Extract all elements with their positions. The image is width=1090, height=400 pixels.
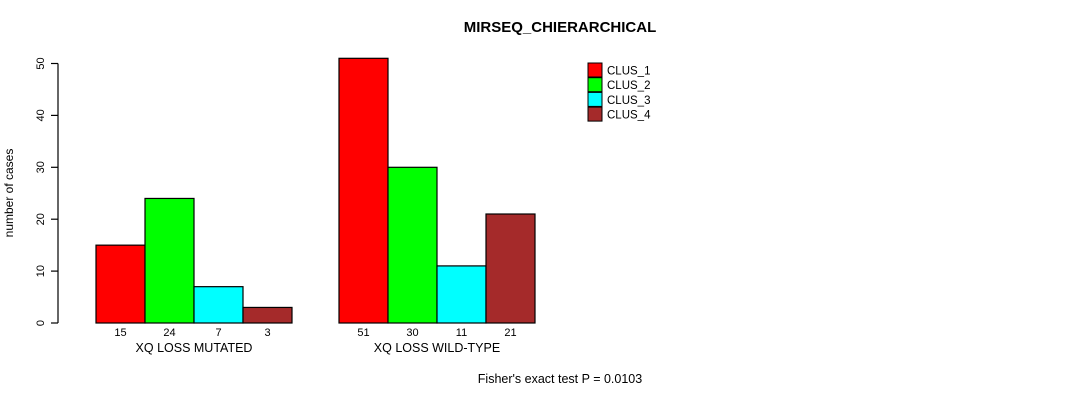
legend-swatch-clus_4: [587, 106, 603, 122]
bar-value-label: 7: [215, 327, 221, 339]
y-tick-label: 20: [35, 213, 47, 225]
chart-title: MIRSEQ_CHIERARCHICAL: [464, 19, 657, 36]
legend-label: CLUS_3: [607, 95, 650, 107]
legend-label: CLUS_1: [607, 66, 650, 78]
footnote: Fisher's exact test P = 0.0103: [478, 372, 642, 386]
bar-value-labels: 15 24 7 3 51 30 11 21: [114, 327, 516, 339]
legend-label: CLUS_2: [607, 80, 650, 92]
bar-clus_4: [242, 306, 293, 324]
bar-clus_3: [193, 286, 244, 324]
legend-swatch-clus_3: [587, 91, 603, 107]
y-tick-label: 50: [35, 57, 47, 69]
bar-clus_2: [387, 166, 438, 324]
bar-clus_4: [485, 213, 536, 324]
y-tick-label: 30: [35, 161, 47, 173]
y-tick-label: 40: [35, 109, 47, 121]
bar-value-label: 21: [504, 327, 516, 339]
legend-label: CLUS_4: [607, 110, 651, 122]
bar-value-label: 15: [114, 327, 126, 339]
bar-clus_1: [338, 57, 389, 324]
bars: [95, 57, 536, 324]
legend-swatch-clus_1: [587, 62, 603, 78]
bar-clus_3: [436, 265, 487, 324]
bar-value-label: 11: [456, 327, 467, 339]
group-label: XQ LOSS WILD-TYPE: [374, 341, 500, 355]
bar-value-label: 3: [264, 327, 270, 339]
bar-clus_1: [95, 244, 146, 324]
y-tick-label: 10: [35, 265, 47, 277]
bar-value-label: 30: [406, 327, 418, 339]
bar-value-label: 24: [163, 327, 175, 339]
group-labels: XQ LOSS MUTATED XQ LOSS WILD-TYPE: [136, 341, 501, 355]
group-label: XQ LOSS MUTATED: [136, 341, 253, 355]
bar-value-label: 51: [357, 327, 369, 339]
legend-swatch-clus_2: [587, 77, 603, 93]
y-axis: 0 10 20 30 40 50: [35, 57, 59, 326]
legend: CLUS_1 CLUS_2 CLUS_3 CLUS_4: [587, 62, 651, 122]
bar-clus_2: [144, 197, 195, 324]
y-axis-label: number of cases: [2, 149, 16, 238]
y-tick-label: 0: [35, 320, 47, 326]
